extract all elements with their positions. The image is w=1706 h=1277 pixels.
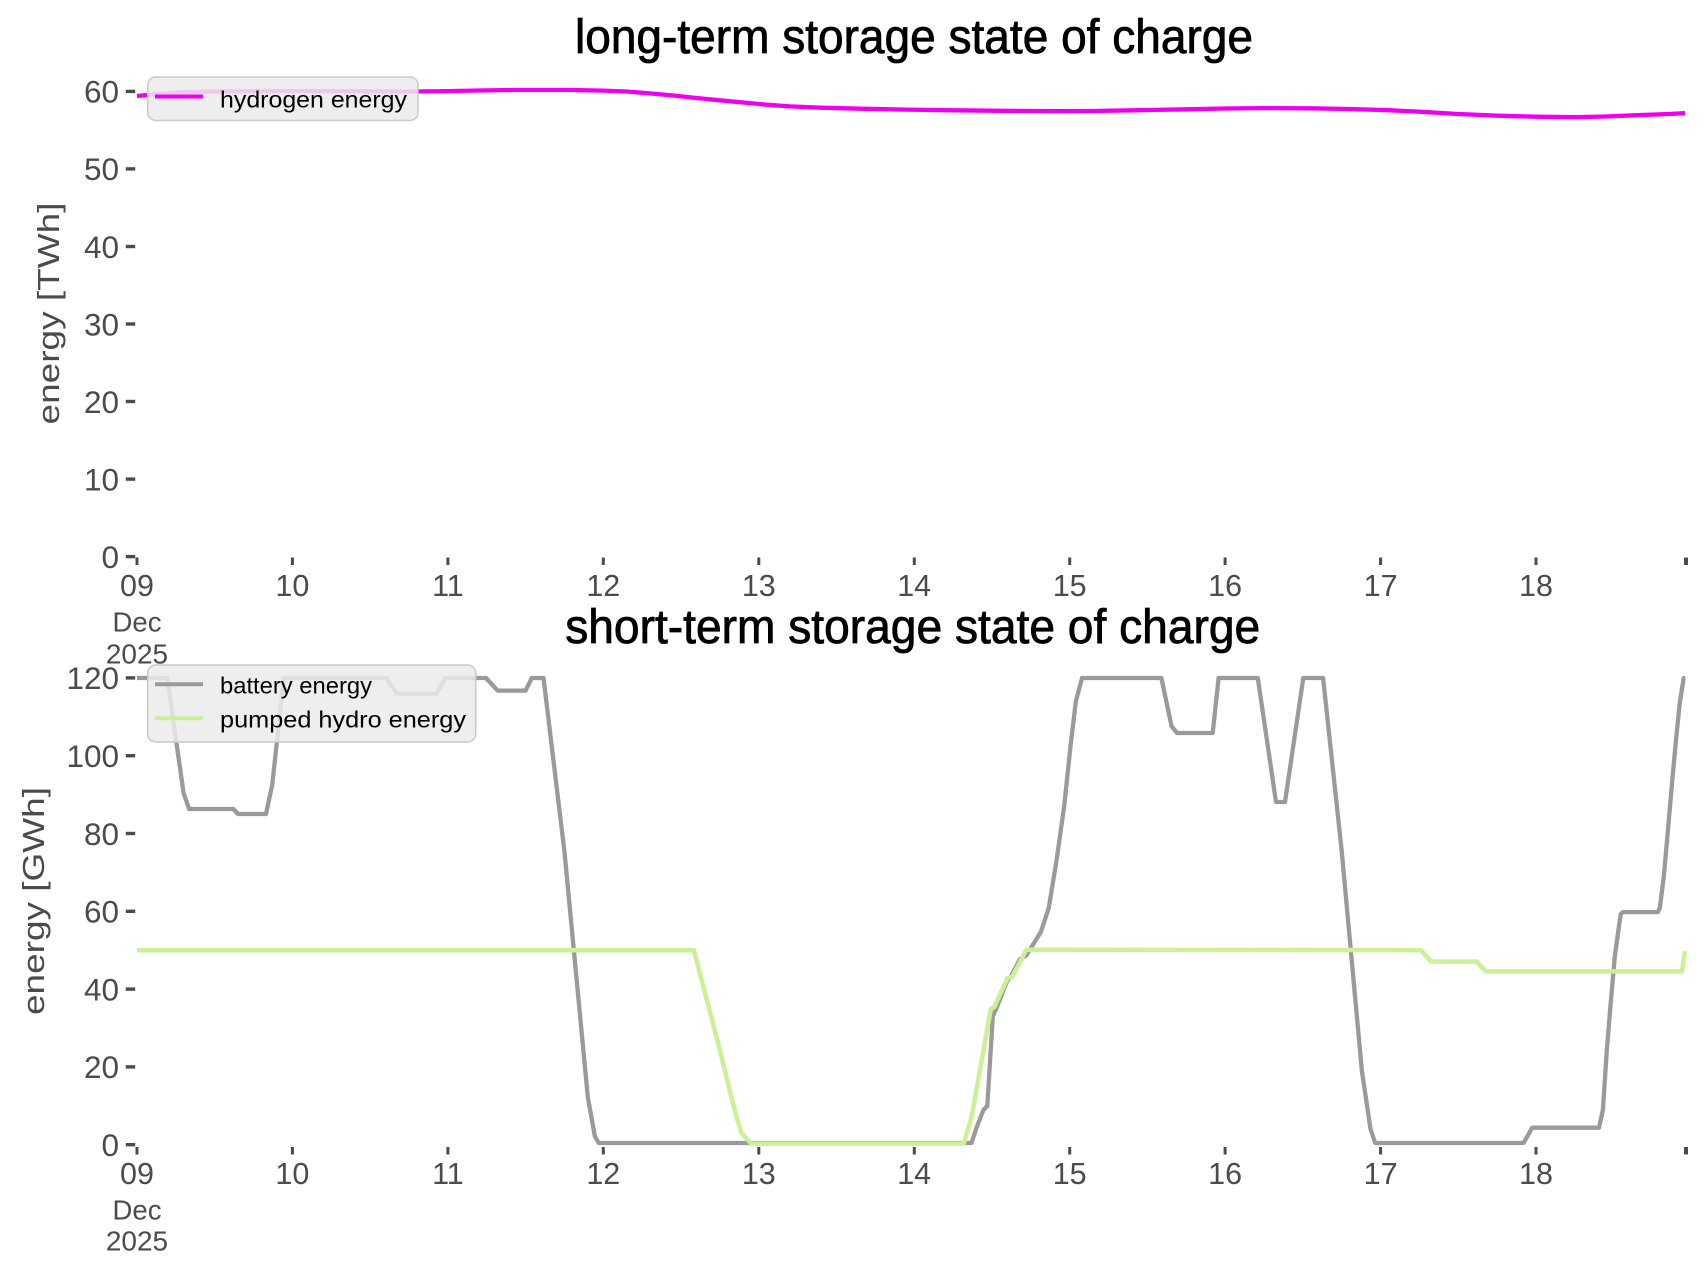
svg-text:40: 40 bbox=[84, 971, 119, 1007]
svg-text:20: 20 bbox=[84, 1049, 119, 1085]
svg-text:energy [TWh]: energy [TWh] bbox=[31, 203, 66, 425]
svg-text:16: 16 bbox=[1208, 1157, 1242, 1191]
svg-text:0: 0 bbox=[101, 539, 119, 575]
svg-text:hydrogen energy: hydrogen energy bbox=[220, 87, 408, 113]
svg-text:17: 17 bbox=[1364, 1157, 1398, 1191]
svg-text:long-term storage state of cha: long-term storage state of charge bbox=[575, 11, 1253, 64]
svg-text:short-term storage state of ch: short-term storage state of charge bbox=[565, 601, 1260, 654]
svg-text:60: 60 bbox=[84, 894, 119, 930]
svg-text:Dec: Dec bbox=[113, 607, 162, 638]
svg-text:17: 17 bbox=[1364, 569, 1398, 603]
svg-text:50: 50 bbox=[84, 151, 119, 187]
svg-text:14: 14 bbox=[897, 1157, 931, 1191]
svg-text:10: 10 bbox=[275, 1157, 309, 1191]
svg-text:15: 15 bbox=[1053, 569, 1087, 603]
svg-text:12: 12 bbox=[586, 569, 620, 603]
svg-text:12: 12 bbox=[586, 1157, 620, 1191]
svg-text:Dec: Dec bbox=[113, 1195, 162, 1226]
svg-text:09: 09 bbox=[120, 1157, 154, 1191]
svg-text:pumped hydro energy: pumped hydro energy bbox=[220, 706, 467, 732]
svg-text:16: 16 bbox=[1208, 569, 1242, 603]
svg-text:120: 120 bbox=[66, 660, 119, 696]
svg-text:battery energy: battery energy bbox=[220, 673, 373, 699]
svg-text:18: 18 bbox=[1519, 1157, 1553, 1191]
svg-text:13: 13 bbox=[742, 569, 776, 603]
svg-text:09: 09 bbox=[120, 569, 154, 603]
svg-text:18: 18 bbox=[1519, 569, 1553, 603]
svg-text:40: 40 bbox=[84, 229, 119, 265]
svg-text:10: 10 bbox=[84, 461, 119, 497]
svg-text:20: 20 bbox=[84, 384, 119, 420]
svg-text:100: 100 bbox=[66, 738, 119, 774]
svg-text:80: 80 bbox=[84, 816, 119, 852]
svg-text:2025: 2025 bbox=[106, 1226, 168, 1257]
svg-text:15: 15 bbox=[1053, 1157, 1087, 1191]
svg-text:13: 13 bbox=[742, 1157, 776, 1191]
svg-text:14: 14 bbox=[897, 569, 931, 603]
svg-text:11: 11 bbox=[432, 569, 464, 603]
svg-text:energy [GWh]: energy [GWh] bbox=[16, 787, 51, 1015]
svg-text:60: 60 bbox=[84, 74, 119, 110]
svg-text:11: 11 bbox=[432, 1157, 464, 1191]
svg-text:0: 0 bbox=[101, 1127, 119, 1163]
svg-text:30: 30 bbox=[84, 306, 119, 342]
svg-text:10: 10 bbox=[275, 569, 309, 603]
